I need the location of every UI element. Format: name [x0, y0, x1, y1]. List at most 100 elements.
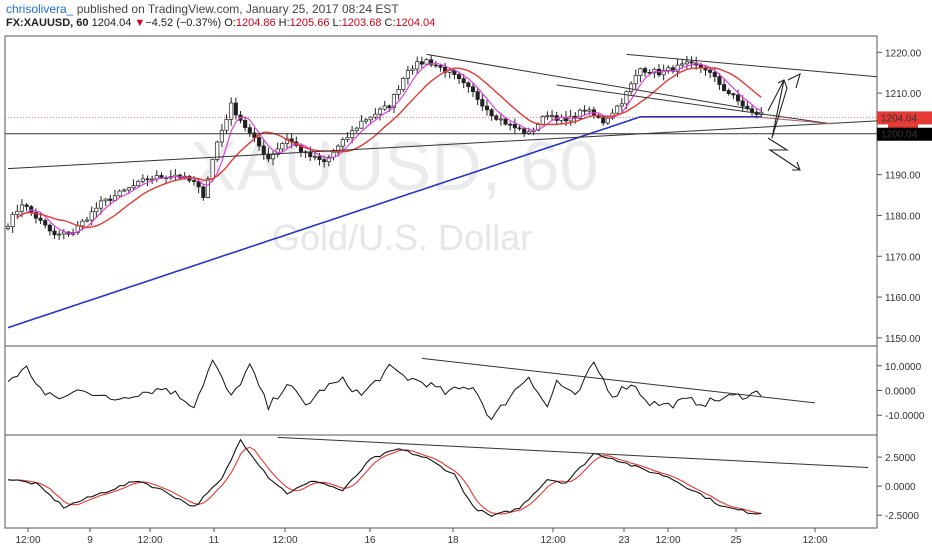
candle-body [717, 76, 722, 85]
candle-body [526, 131, 531, 134]
candle-body [661, 69, 666, 76]
candle-body [740, 100, 745, 107]
price-tick-label: 1220.00 [885, 48, 922, 59]
last-price-label: 1204.04 [881, 113, 918, 124]
candle-body [429, 59, 434, 66]
x-tick-label: 9 [87, 535, 93, 546]
candle-body [703, 67, 708, 71]
candle-body [401, 77, 406, 90]
candle-body [98, 200, 104, 209]
change-text: −4.52 (−0.37%) [145, 17, 222, 29]
symbol-label[interactable]: FX:XAUUSD, 60 [6, 17, 89, 29]
candle-body [215, 141, 220, 160]
candle-body [52, 230, 57, 236]
ma-slow-line [7, 116, 762, 329]
candle-body [587, 109, 592, 112]
osc2-tick-label: 0.0000 [885, 482, 916, 493]
candle-body [103, 198, 108, 202]
candle-body [415, 61, 420, 70]
candle-body [33, 212, 38, 219]
osc1-tick-label: -10.0000 [885, 411, 925, 422]
down-arrow-head [792, 161, 801, 171]
candle-body [642, 68, 648, 73]
candle-body [647, 71, 652, 74]
candle-body [57, 233, 62, 236]
candle-body [726, 90, 731, 94]
candle-body [433, 64, 438, 67]
osc1-tick-label: 0.0000 [885, 387, 916, 398]
osc2-line [7, 438, 762, 517]
candle-body [466, 82, 471, 88]
candle-body [243, 120, 248, 128]
price-tick-label: 1150.00 [885, 334, 921, 345]
candle-body [43, 220, 48, 226]
open-value: 1204.86 [235, 17, 276, 29]
candle-body [475, 91, 480, 100]
candle-body [619, 103, 624, 107]
change-arrow-icon: ▼ [134, 17, 146, 29]
candle-body [605, 117, 610, 124]
candle-body [47, 224, 52, 232]
candle-body [210, 159, 215, 180]
x-tick-label: 12:00 [15, 535, 40, 546]
x-tick-label: 12:00 [137, 535, 162, 546]
candle-body [680, 63, 685, 66]
candle-body [633, 75, 638, 85]
osc1-panel-frame [4, 345, 878, 436]
candle-body [624, 91, 629, 105]
osc1-trendline [421, 357, 816, 404]
price-tick-label: 1190.00 [885, 171, 921, 182]
candle-body [387, 105, 392, 108]
candle-body [233, 102, 238, 116]
last-price-text: 1204.04 [91, 17, 132, 29]
candle-body [470, 86, 476, 92]
candle-body [229, 102, 234, 120]
up-arrow-head [787, 72, 801, 89]
candle-body [480, 99, 485, 107]
candle-body [638, 68, 643, 76]
up-arrow-path [767, 79, 788, 139]
candle-body [443, 66, 448, 73]
candle-body [601, 117, 606, 124]
candle-body [205, 178, 211, 198]
author-link[interactable]: chrisolivera_ [6, 2, 74, 16]
candle-body [419, 61, 424, 65]
osc2-panel-frame [4, 434, 878, 529]
candle-body [326, 156, 331, 163]
candle-body [252, 132, 257, 138]
rising-trendline [7, 120, 878, 170]
open-label: O: [224, 17, 236, 29]
candle-body [615, 105, 620, 114]
x-tick-label: 11 [209, 535, 220, 546]
osc2-trendline [277, 436, 869, 469]
candle-body [438, 65, 443, 68]
candle-body [280, 143, 285, 150]
down-arrow-path [767, 137, 801, 171]
upper-resistance-line [626, 53, 878, 78]
candle-body [689, 61, 694, 64]
price-tick-label: 1160.00 [885, 293, 921, 304]
candle-body [722, 84, 727, 91]
candle-body [582, 109, 587, 112]
candle-body [136, 180, 141, 187]
candle-body [24, 204, 29, 207]
candle-body [364, 119, 369, 122]
candle-body [271, 154, 276, 160]
osc1-tick-label: 10.0000 [885, 362, 922, 373]
candle-body [140, 178, 145, 182]
candle-body [159, 175, 164, 179]
x-tick-label: 12:00 [272, 535, 297, 546]
candle-body [354, 127, 359, 132]
support-label: 1200.04 [881, 130, 918, 141]
osc1-line [7, 359, 762, 421]
candle-body [38, 217, 43, 221]
close-value: 1204.04 [395, 17, 436, 29]
candle-body [122, 189, 127, 192]
candle-body [410, 68, 415, 71]
candle-body [545, 115, 550, 118]
candle-body [196, 181, 201, 188]
candle-body [224, 118, 229, 131]
last-price-badge [877, 111, 932, 125]
candle-body [10, 214, 15, 227]
